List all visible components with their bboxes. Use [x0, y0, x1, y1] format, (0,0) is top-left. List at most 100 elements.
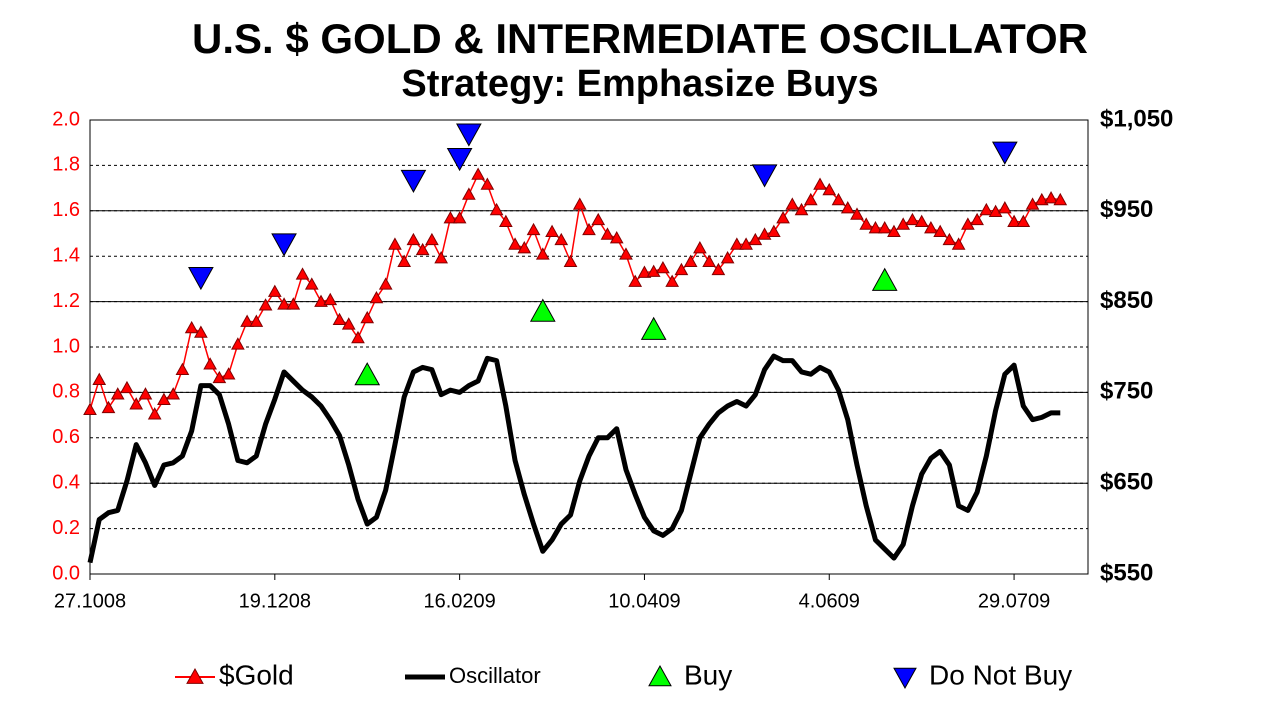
- y-tick-label: 0.6: [52, 426, 80, 448]
- y-tick-label: 1.4: [52, 244, 80, 266]
- gold-marker: [332, 312, 347, 326]
- gold-marker: [646, 264, 661, 277]
- x-tick-label: 27.1008: [54, 590, 126, 612]
- gold-marker: [535, 247, 550, 260]
- gold-marker: [304, 277, 319, 290]
- gold-marker: [600, 227, 615, 240]
- gold-marker: [683, 254, 698, 267]
- legend-label: Oscillator: [449, 663, 541, 688]
- gold-marker: [951, 237, 966, 250]
- gold-marker: [425, 232, 439, 246]
- chart-subtitle: Strategy: Emphasize Buys: [401, 63, 878, 105]
- gold-marker: [397, 254, 412, 267]
- gold-marker: [92, 372, 107, 385]
- y-tick-label: 2.0: [52, 108, 80, 130]
- gold-marker: [101, 400, 116, 414]
- gold-marker: [1025, 197, 1040, 210]
- x-tick-label: 19.1208: [239, 590, 311, 612]
- y-tick-label: 1.0: [52, 335, 80, 357]
- gold-marker: [803, 192, 818, 206]
- legend-label: Do Not Buy: [929, 659, 1072, 690]
- gold-marker: [508, 237, 522, 250]
- gold-marker: [979, 202, 994, 216]
- gold-marker: [609, 231, 624, 244]
- gold-marker: [887, 224, 901, 237]
- y-tick-label: 1.8: [52, 154, 80, 176]
- gold-marker: [203, 357, 217, 370]
- gold-marker: [766, 224, 781, 237]
- y-tick-label: 0.0: [52, 562, 80, 584]
- gold-marker: [961, 217, 975, 230]
- y2-tick-label: $950: [1100, 196, 1153, 223]
- gold-marker: [1053, 192, 1068, 206]
- gold-marker: [240, 314, 254, 327]
- gold-marker: [840, 201, 855, 214]
- buy-marker: [871, 267, 898, 291]
- gold-marker: [637, 265, 652, 278]
- gold-marker: [212, 370, 227, 384]
- gold-marker: [850, 207, 864, 220]
- gold-marker: [166, 387, 181, 400]
- gold-marker: [720, 250, 735, 264]
- gold-marker: [933, 224, 947, 237]
- y-tick-label: 1.6: [52, 199, 80, 221]
- gold-marker: [794, 202, 809, 216]
- gold-marker: [905, 212, 920, 226]
- gold-marker: [194, 325, 208, 338]
- gold-marker: [175, 362, 190, 375]
- legend-label: $Gold: [219, 659, 294, 690]
- gold-marker: [665, 274, 680, 287]
- do-not-buy-marker: [456, 123, 482, 147]
- legend-marker: [648, 664, 672, 687]
- gold-marker: [462, 187, 476, 200]
- gold-marker: [277, 297, 291, 310]
- gold-marker: [83, 402, 97, 415]
- gold-marker: [258, 298, 273, 311]
- gold-marker: [785, 197, 800, 210]
- gold-marker: [147, 407, 162, 420]
- gold-marker: [129, 397, 144, 410]
- gold-marker: [563, 254, 578, 267]
- gold-marker: [360, 310, 375, 324]
- y2-tick-label: $850: [1100, 287, 1153, 314]
- gold-marker: [572, 197, 587, 210]
- gold-marker: [452, 211, 467, 224]
- x-tick-label: 4.0609: [799, 590, 860, 612]
- do-not-buy-marker: [751, 164, 778, 188]
- y2-tick-label: $750: [1100, 378, 1153, 405]
- gold-marker: [582, 222, 596, 236]
- gold-marker: [267, 284, 282, 297]
- y-tick-label: 1.2: [52, 290, 80, 312]
- gold-marker: [369, 290, 384, 304]
- gold-marker: [591, 212, 606, 226]
- do-not-buy-marker: [188, 266, 214, 291]
- legend-marker: [186, 667, 204, 684]
- gold-marker: [249, 314, 264, 327]
- gold-marker: [730, 237, 744, 250]
- gold-marker: [896, 217, 911, 230]
- gold-marker: [674, 262, 689, 276]
- gold-marker: [970, 212, 984, 226]
- gold-marker: [859, 217, 874, 230]
- gold-marker: [1007, 214, 1021, 227]
- series-line: [87, 353, 1061, 564]
- gold-marker: [378, 277, 393, 290]
- legend-label: Buy: [684, 659, 732, 690]
- gold-marker: [628, 274, 643, 287]
- gold-marker: [619, 247, 633, 260]
- gold-marker: [988, 204, 1003, 218]
- gold-marker: [517, 240, 532, 254]
- gold-marker: [498, 214, 513, 227]
- gold-marker: [341, 317, 356, 330]
- legend-marker: [893, 667, 917, 690]
- gold-marker: [110, 387, 125, 400]
- buy-marker: [354, 362, 381, 386]
- gold-marker: [286, 297, 301, 310]
- do-not-buy-marker: [400, 169, 427, 193]
- gold-marker: [323, 292, 338, 306]
- gold-marker: [1016, 214, 1031, 227]
- gold-marker: [813, 177, 827, 190]
- x-tick-label: 16.0209: [423, 590, 495, 612]
- gold-marker: [1044, 191, 1058, 204]
